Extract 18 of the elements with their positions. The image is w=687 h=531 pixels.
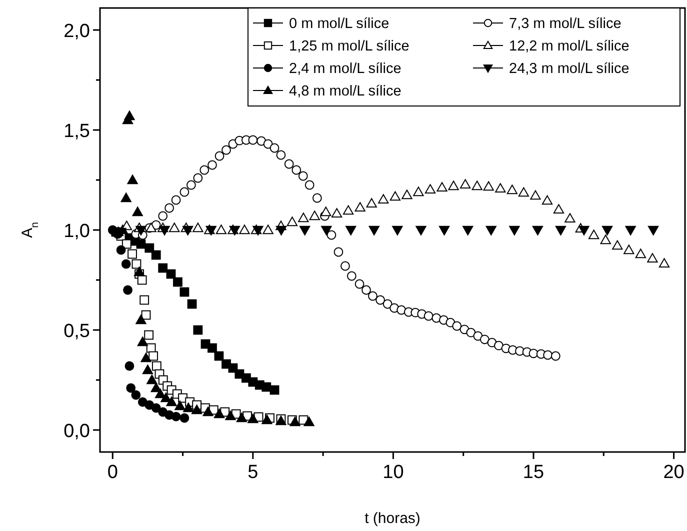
x-tick-label: 20: [663, 462, 684, 483]
x-axis-title: t (horas): [364, 510, 420, 527]
y-tick-label: 1,0: [64, 221, 90, 242]
y-tick-label: 0,0: [64, 421, 90, 442]
x-tick-label: 10: [382, 462, 404, 483]
y-tick-label: 0,5: [64, 321, 90, 342]
legend-label: 4,8 m mol/L sílice: [289, 84, 402, 100]
legend-label: 2,4 m mol/L sílice: [289, 61, 402, 77]
y-tick-label: 1,5: [64, 121, 90, 142]
legend-label: 12,2 m mol/L sílice: [509, 38, 630, 54]
legend-label: 24,3 m mol/L sílice: [509, 61, 630, 77]
legend-label: 0 m mol/L sílice: [289, 16, 390, 32]
x-tick-label: 0: [107, 462, 118, 483]
legend-label: 7,3 m mol/L sílice: [509, 16, 622, 32]
legend-label: 1,25 m mol/L sílice: [289, 38, 410, 54]
y-tick-label: 2,0: [64, 21, 90, 42]
x-tick-label: 5: [248, 462, 258, 483]
x-tick-label: 15: [522, 462, 544, 483]
